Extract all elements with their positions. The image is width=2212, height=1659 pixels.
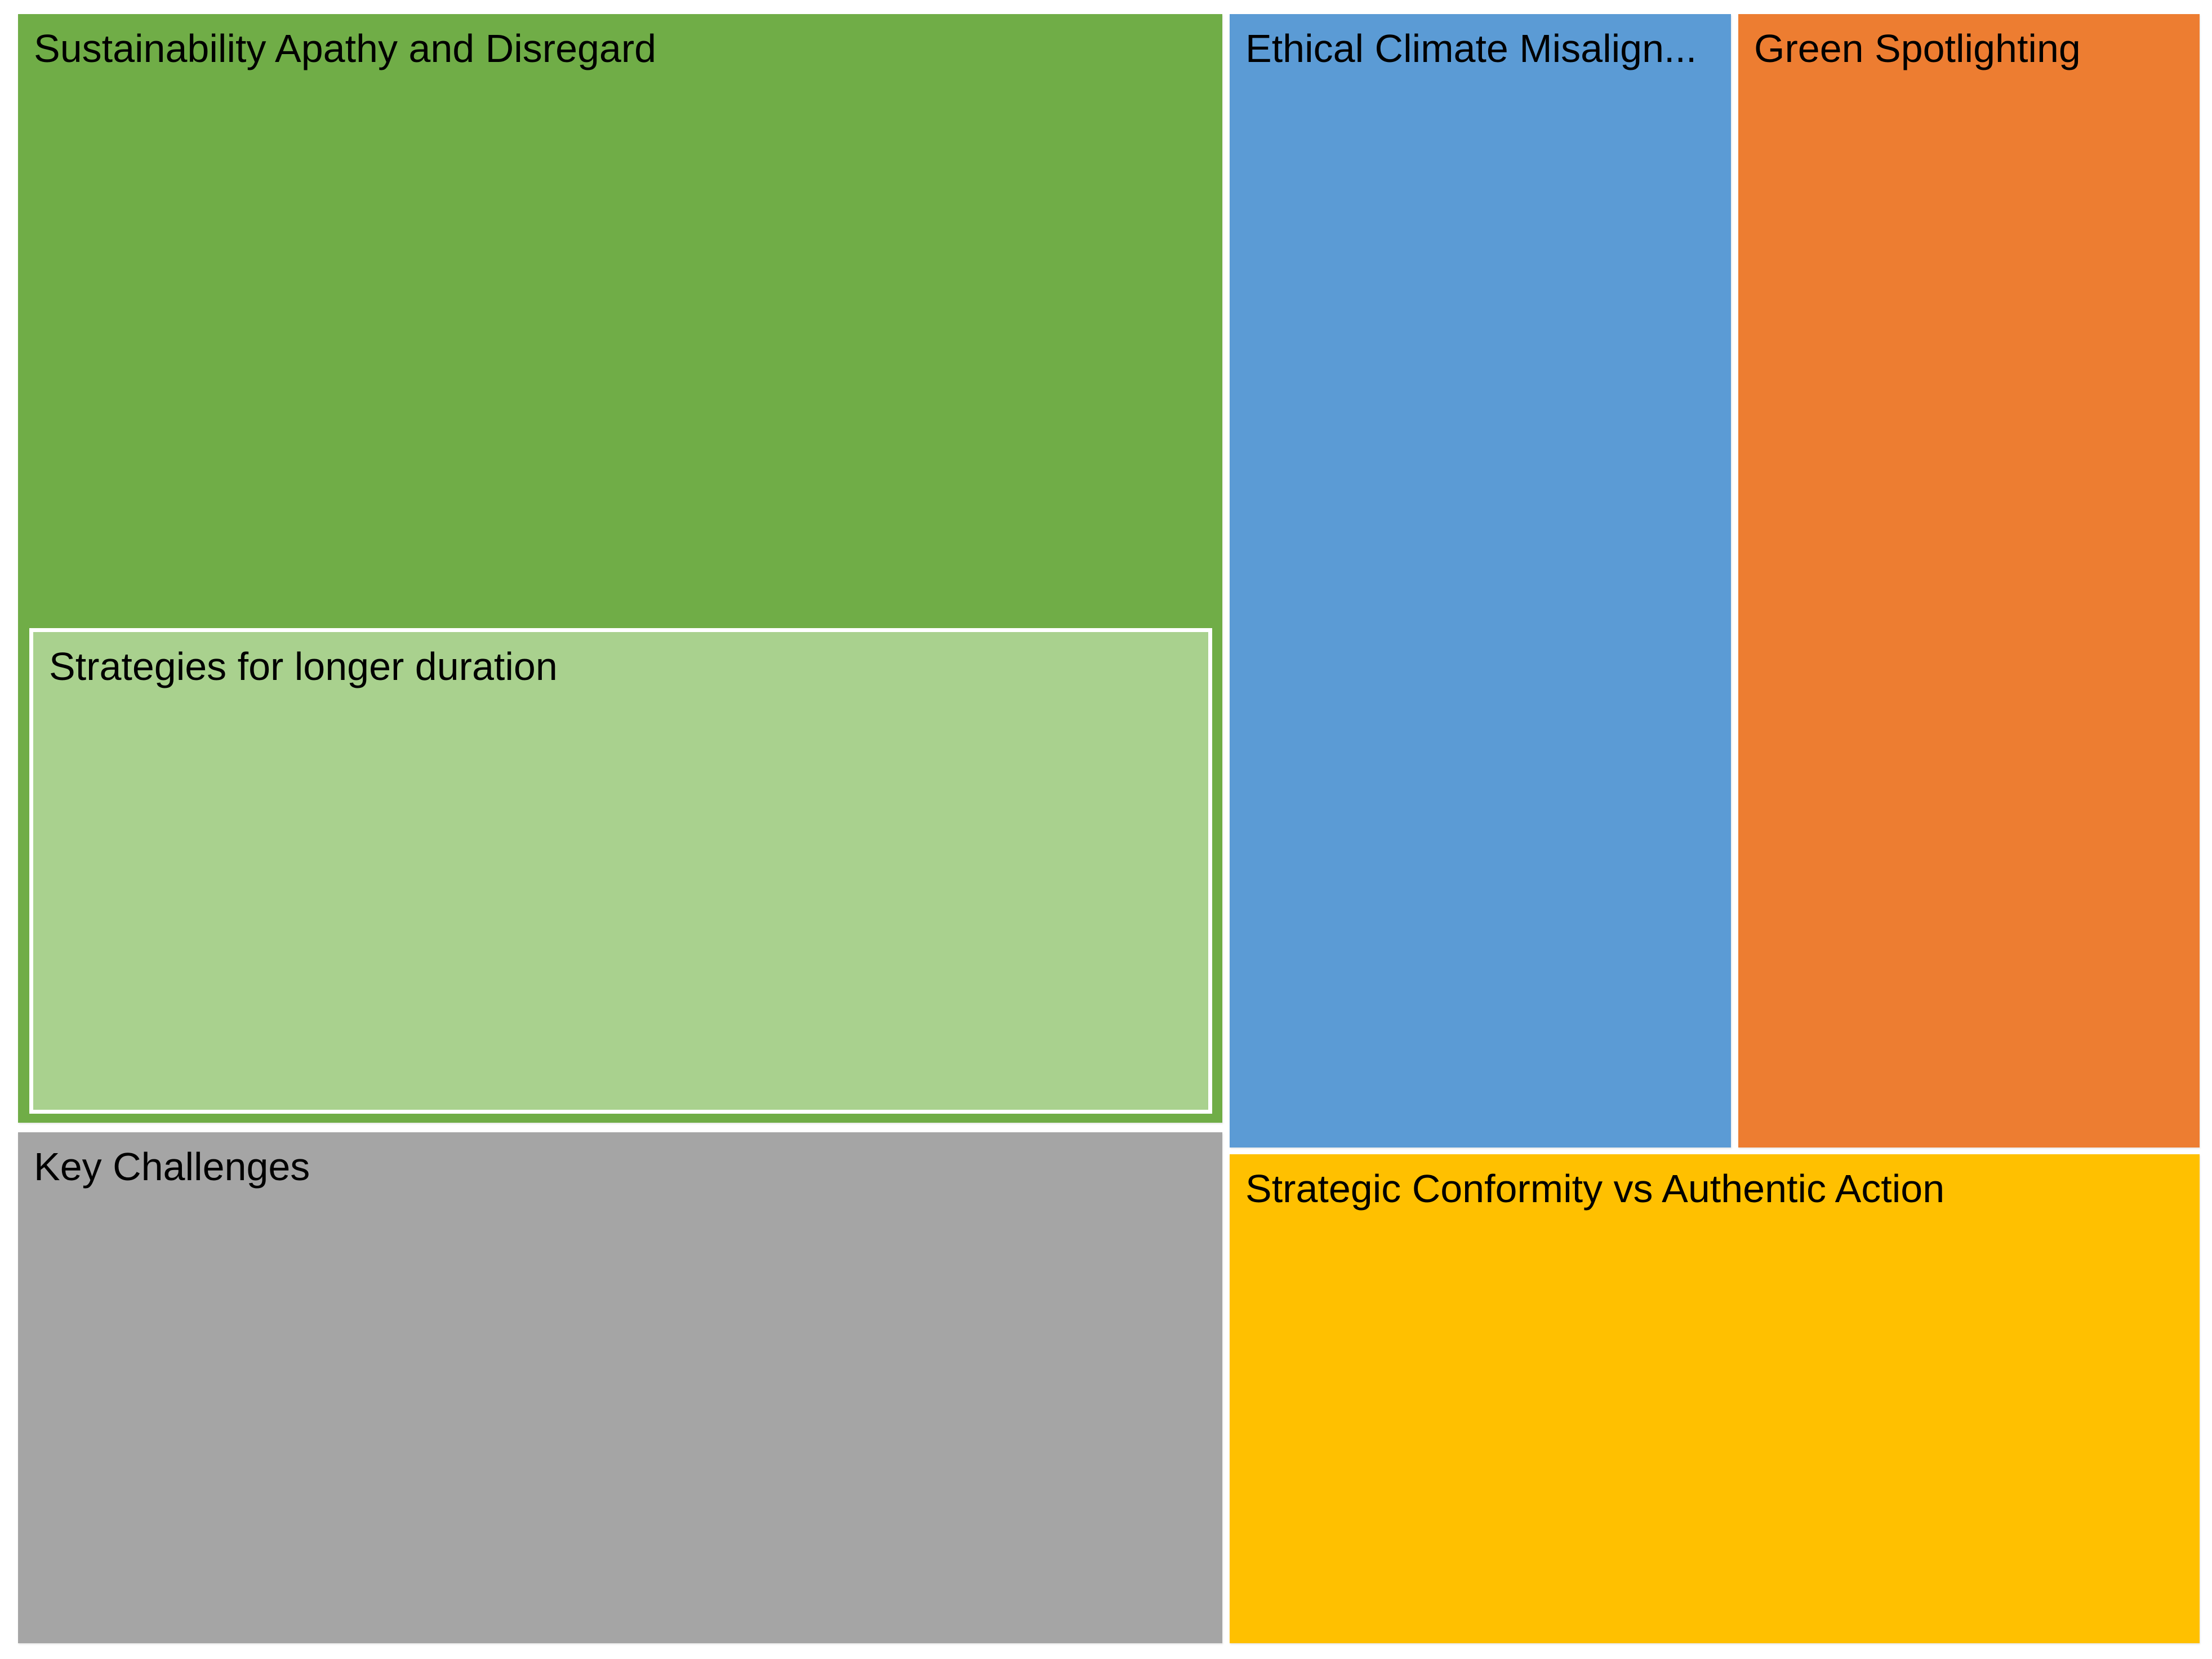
treemap-tile-key-challenges[interactable]: Key Challenges — [18, 1132, 1222, 1643]
treemap-tile-strategies-longer-duration[interactable]: Strategies for longer duration — [29, 628, 1212, 1114]
tile-label-strategic-conformity: Strategic Conformity vs Authentic Action — [1245, 1167, 1945, 1211]
tile-label-green-spotlighting: Green Spotlighting — [1754, 26, 2081, 70]
tile-label-key-challenges: Key Challenges — [34, 1145, 310, 1189]
tile-label-ethical-climate-misalignment: Ethical Climate Misalign... — [1245, 26, 1697, 70]
treemap-tile-strategic-conformity[interactable]: Strategic Conformity vs Authentic Action — [1230, 1154, 2200, 1643]
treemap-tile-sustainability-apathy[interactable]: Sustainability Apathy and Disregard Stra… — [18, 14, 1222, 1123]
treemap-tile-ethical-climate-misalignment[interactable]: Ethical Climate Misalign... — [1230, 14, 1731, 1147]
tile-label-sustainability-apathy: Sustainability Apathy and Disregard — [34, 26, 657, 70]
treemap-tile-green-spotlighting[interactable]: Green Spotlighting — [1738, 14, 2200, 1147]
tile-label-strategies-longer-duration: Strategies for longer duration — [49, 644, 558, 688]
